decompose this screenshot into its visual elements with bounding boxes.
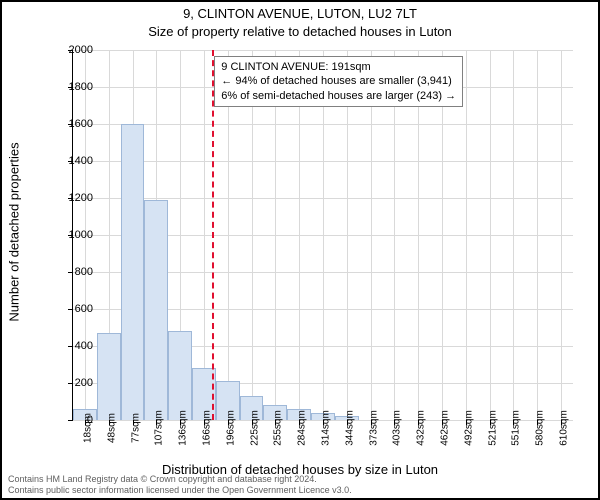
ytick-mark (68, 272, 73, 273)
ytick-label: 1600 (69, 118, 93, 130)
xtick-label: 373sqm (368, 410, 379, 446)
histogram-bar (144, 200, 168, 420)
footer-line1: Contains HM Land Registry data © Crown c… (8, 474, 352, 485)
ytick-mark (68, 383, 73, 384)
histogram-bar (168, 331, 192, 420)
gridline-v (561, 50, 562, 420)
ytick-label: 200 (75, 377, 93, 389)
gridline-v (204, 50, 205, 420)
xtick-label: 77sqm (130, 413, 141, 443)
chart-title-address: 9, CLINTON AVENUE, LUTON, LU2 7LT (2, 6, 598, 21)
y-axis-label: Number of detached properties (7, 142, 22, 321)
gridline-v (466, 50, 467, 420)
gridline-v (513, 50, 514, 420)
ytick-label: 1000 (69, 229, 93, 241)
xtick-label: 314sqm (321, 410, 332, 446)
xtick-label: 462sqm (440, 410, 451, 446)
xtick-label: 166sqm (201, 410, 212, 446)
footer-attribution: Contains HM Land Registry data © Crown c… (8, 474, 352, 496)
annotation-line3: 6% of semi-detached houses are larger (2… (221, 89, 456, 103)
chart-container: 9, CLINTON AVENUE, LUTON, LU2 7LT Size o… (0, 0, 600, 500)
xtick-label: 107sqm (154, 410, 165, 446)
chart-title-subtitle: Size of property relative to detached ho… (2, 24, 598, 39)
annotation-line1: 9 CLINTON AVENUE: 191sqm (221, 60, 456, 74)
ytick-label: 1400 (69, 155, 93, 167)
ytick-label: 1200 (69, 192, 93, 204)
xtick-label: 403sqm (392, 410, 403, 446)
ytick-label: 400 (75, 340, 93, 352)
xtick-label: 255sqm (273, 410, 284, 446)
xtick-label: 521sqm (487, 410, 498, 446)
xtick-label: 48sqm (106, 413, 117, 443)
gridline-v (537, 50, 538, 420)
xtick-label: 18sqm (82, 413, 93, 443)
xtick-label: 196sqm (225, 410, 236, 446)
xtick-label: 492sqm (463, 410, 474, 446)
xtick-label: 136sqm (178, 410, 189, 446)
xtick-label: 551sqm (511, 410, 522, 446)
xtick-label: 610sqm (559, 410, 570, 446)
xtick-label: 580sqm (535, 410, 546, 446)
ytick-mark (68, 346, 73, 347)
annotation-box: 9 CLINTON AVENUE: 191sqm← 94% of detache… (214, 56, 463, 107)
xtick-label: 225sqm (249, 410, 260, 446)
ytick-mark (68, 420, 73, 421)
ytick-mark (68, 309, 73, 310)
ytick-label: 600 (75, 303, 93, 315)
annotation-line2: ← 94% of detached houses are smaller (3,… (221, 74, 456, 88)
xtick-label: 432sqm (416, 410, 427, 446)
ytick-label: 1800 (69, 81, 93, 93)
ytick-label: 2000 (69, 44, 93, 56)
ytick-label: 800 (75, 266, 93, 278)
footer-line2: Contains public sector information licen… (8, 485, 352, 496)
gridline-v (490, 50, 491, 420)
xtick-label: 344sqm (344, 410, 355, 446)
xtick-label: 284sqm (297, 410, 308, 446)
histogram-bar (121, 124, 145, 420)
histogram-bar (97, 333, 121, 420)
